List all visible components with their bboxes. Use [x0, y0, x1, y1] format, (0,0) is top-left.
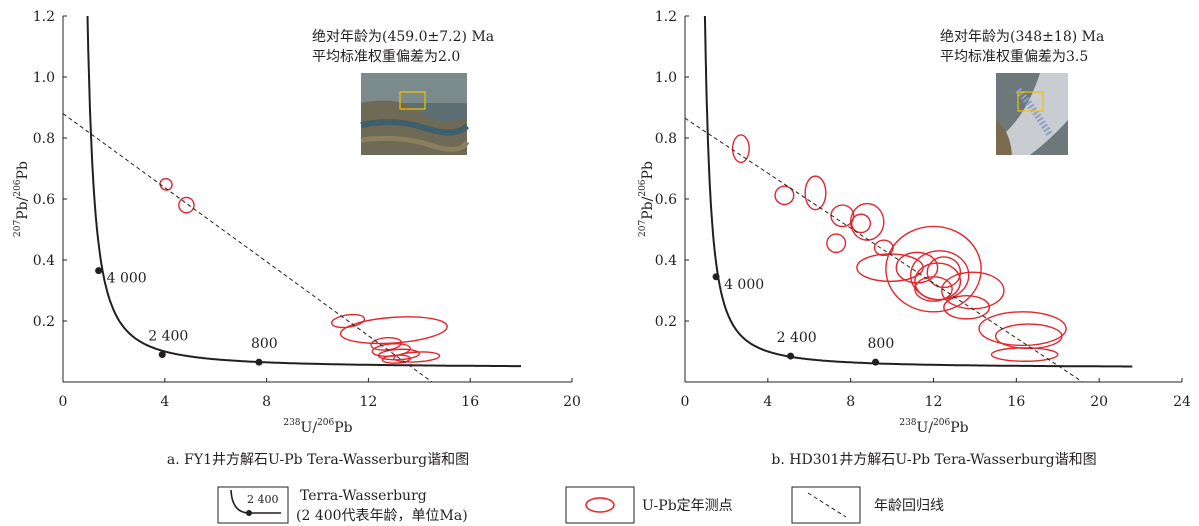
error-ellipse-a [159, 177, 173, 191]
error-ellipse-a [393, 351, 441, 363]
concordia-curve-a [86, 16, 522, 368]
annotation-mswd-a: 平均标准权重偏差为2.0 [312, 49, 460, 65]
y-tick-label-b: 1.0 [655, 70, 677, 86]
legend-ellipse-icon [585, 497, 615, 513]
x-tick-label-b: 12 [925, 394, 943, 410]
age-point-label-b: 4 000 [724, 277, 764, 293]
error-ellipse-b [941, 271, 1005, 310]
error-ellipse-a [330, 313, 366, 329]
age-point-a [255, 358, 263, 366]
error-ellipse-b [804, 175, 827, 211]
error-ellipse-a [178, 196, 195, 214]
y-tick-label-a: 0.4 [33, 253, 55, 269]
age-point-a [95, 267, 103, 275]
y-tick-label-b: 0.6 [655, 192, 677, 208]
age-point-b [787, 352, 795, 360]
error-ellipse-a [381, 354, 412, 364]
y-tick-label-a: 0.2 [33, 314, 55, 330]
legend-concordia-box [217, 486, 289, 524]
x-tick-label-a: 20 [563, 394, 581, 410]
x-tick-label-a: 12 [359, 394, 377, 410]
panel-b: 4 000 2 400 800 0 4 8 12 16 20 24 0.2 0.4 0.6 0.8 1.0… [638, 9, 1191, 468]
error-ellipse-b [990, 347, 1059, 362]
legend-concordia-label: Terra-Wasserburg [300, 488, 427, 504]
concordia-curve-b [703, 16, 1133, 368]
y-tick-label-b: 1.2 [655, 9, 677, 25]
age-point-b [712, 273, 720, 281]
age-point-label-b: 2 400 [777, 330, 817, 346]
age-point-label-a: 4 000 [107, 271, 147, 287]
y-axis-label-b: 207Pb/206Pb [638, 161, 656, 237]
legend-regression-label: 年龄回归线 [874, 497, 944, 514]
x-tick-label-b: 8 [846, 394, 855, 410]
sample-photo-inset-a [360, 73, 470, 155]
error-ellipse-b [914, 276, 953, 302]
age-point-a [158, 351, 166, 359]
y-tick-label-a: 1.0 [33, 70, 55, 86]
error-ellipse-b [830, 204, 855, 228]
x-tick-label-b: 0 [681, 394, 690, 410]
annotation-age-a: 绝对年龄为(459.0±7.2) Ma [312, 29, 494, 45]
x-tick-label-b: 20 [1090, 394, 1108, 410]
legend-concordia-sample: 2 400 [247, 493, 279, 506]
x-tick-label-b: 24 [1173, 394, 1191, 410]
legend-concordia-sub: (2 400代表年龄，单位Ma) [296, 508, 468, 524]
sample-photo-inset-b [996, 73, 1068, 155]
error-ellipse-b [856, 253, 924, 283]
legend-ellipse-box [565, 486, 635, 524]
age-point-b [872, 358, 880, 366]
y-tick-label-b: 0.8 [655, 131, 677, 147]
legend-concordia-dot [246, 510, 252, 516]
error-ellipse-a [377, 348, 420, 361]
error-ellipse-b [826, 233, 847, 254]
age-point-label-a: 2 400 [148, 329, 188, 345]
age-point-label-b: 800 [868, 336, 895, 352]
legend-regression-line [807, 492, 847, 518]
caption-b: b. HD301井方解石U-Pb Tera-Wasserburg谐和图 [771, 452, 1096, 468]
x-tick-label-a: 16 [461, 394, 479, 410]
error-ellipse-a [370, 336, 403, 351]
x-axis-label-b: 238U/206Pb [899, 418, 968, 436]
error-ellipse-b [731, 134, 750, 164]
annotation-mswd-b: 平均标准权重偏差为3.5 [940, 49, 1088, 65]
y-tick-label-a: 0.8 [33, 131, 55, 147]
x-tick-label-b: 16 [1007, 394, 1025, 410]
error-ellipse-b [885, 225, 982, 313]
error-ellipse-b [926, 256, 962, 289]
error-ellipse-b [914, 262, 962, 301]
x-tick-label-a: 4 [160, 394, 169, 410]
y-tick-label-a: 1.2 [33, 9, 55, 25]
legend-ellipse-label: U-Pb定年测点 [642, 498, 733, 514]
x-tick-label-a: 0 [59, 394, 68, 410]
panel-a: 4 000 2 400 800 0 4 8 12 16 20 0.2 0.4 0.6 0.8 1.0 1.… [13, 9, 581, 468]
x-axis-label-a: 238U/206Pb [283, 418, 352, 436]
y-tick-label-b: 0.4 [655, 253, 677, 269]
error-ellipse-b [774, 185, 795, 206]
error-ellipse-b [873, 239, 894, 257]
error-ellipse-a [339, 316, 448, 345]
caption-a: a. FY1井方解石U-Pb Tera-Wasserburg谐和图 [167, 452, 469, 468]
error-ellipse-b [895, 251, 939, 284]
y-tick-label-b: 0.2 [655, 314, 677, 330]
legend-regression-box [791, 486, 861, 524]
legend: 2 400 Terra-Wasserburg (2 400代表年龄，单位Ma) … [217, 486, 944, 524]
error-ellipse-b [851, 213, 872, 234]
annotation-age-b: 绝对年龄为(348±18) Ma [940, 29, 1104, 45]
y-tick-label-a: 0.6 [33, 192, 55, 208]
x-tick-label-b: 4 [763, 394, 772, 410]
error-ellipse-b [943, 294, 991, 320]
y-axis-label-a: 207Pb/206Pb [13, 161, 31, 237]
x-tick-label-a: 8 [262, 394, 271, 410]
age-point-label-a: 800 [251, 336, 278, 352]
regression-line-a [63, 113, 433, 382]
error-ellipse-b [849, 202, 885, 241]
regression-line-b [685, 117, 1083, 382]
error-ellipse-b [978, 311, 1067, 347]
